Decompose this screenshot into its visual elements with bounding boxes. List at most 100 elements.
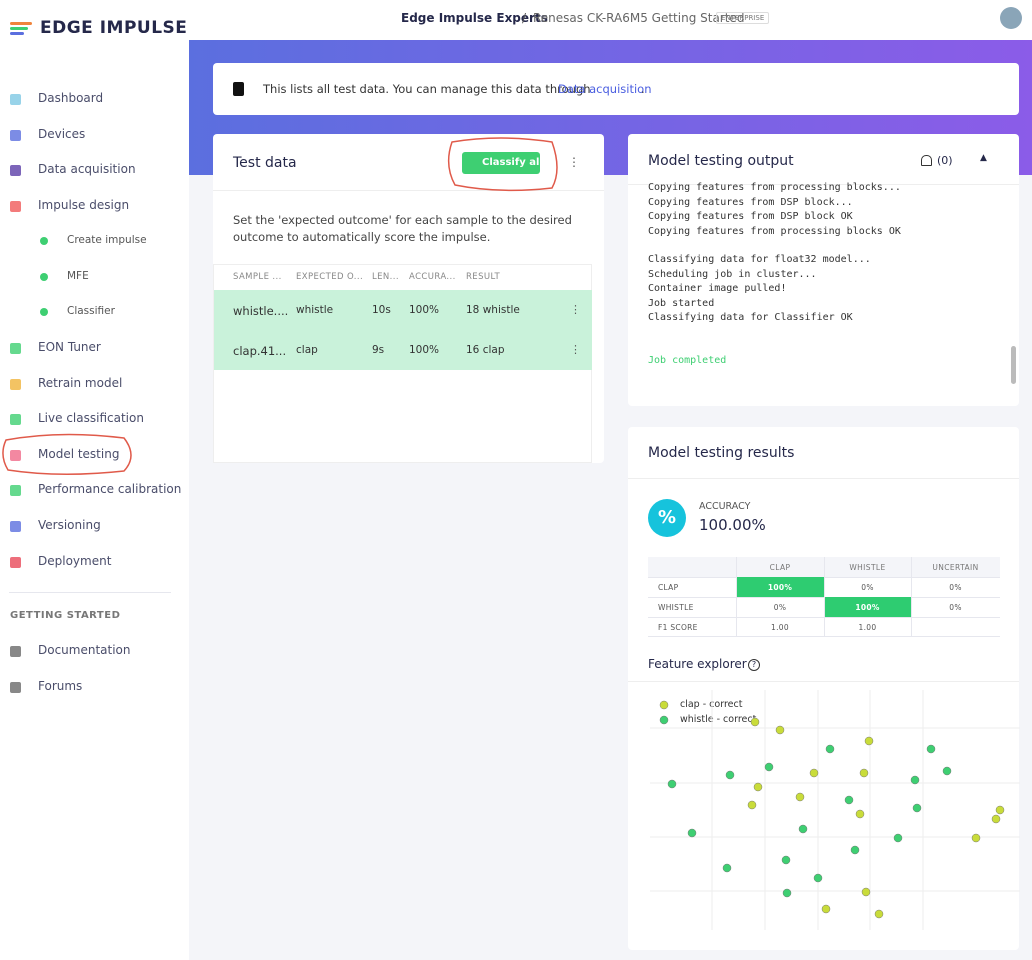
logo-bar	[10, 27, 28, 30]
sub-dot	[40, 237, 48, 245]
table-row[interactable]	[214, 330, 592, 370]
divider	[213, 190, 604, 191]
card-title: Model testing results	[648, 445, 795, 461]
notice-card	[213, 63, 1019, 115]
card-title: Model testing output	[648, 153, 794, 169]
accuracy-icon: %	[648, 499, 686, 537]
section-title: GETTING STARTED	[10, 610, 121, 621]
matrix-column: WHISTLE	[849, 563, 886, 572]
bell-icon[interactable]	[921, 155, 932, 166]
cell: 18 whistle	[466, 304, 520, 316]
classify-button[interactable]: Classify all	[462, 152, 543, 174]
breadcrumb-owner[interactable]: Edge Impulse Experts	[401, 11, 548, 25]
column-header: LEN...	[372, 272, 399, 282]
matrix-col-line	[911, 557, 912, 636]
matrix-cell: 0%	[773, 603, 787, 612]
log-line mono: Copying features from processing blocks …	[648, 225, 901, 237]
link[interactable]: Documentation	[38, 643, 131, 657]
avatar[interactable]	[1000, 7, 1022, 29]
log-line mono: Copying features from DSP block OK	[648, 211, 853, 222]
matrix-col-line	[736, 557, 737, 636]
nav-icon	[10, 414, 21, 425]
nav-item[interactable]: Classifier	[67, 305, 115, 317]
divider	[9, 592, 171, 593]
link[interactable]: Forums	[38, 679, 83, 693]
nav-item[interactable]: Model testing	[38, 447, 120, 461]
notice-link[interactable]: Data acquisition	[558, 82, 652, 96]
divider	[628, 478, 1019, 479]
matrix-highlight	[824, 597, 911, 617]
card	[628, 134, 1019, 406]
accuracy-value: 100.00%	[699, 516, 766, 534]
matrix-highlight	[736, 577, 824, 597]
top-bar	[189, 0, 1032, 40]
log-line: Container image pulled!	[648, 283, 787, 294]
link-icon	[10, 682, 21, 693]
menu-dots[interactable]: ⋮	[568, 155, 580, 169]
nav-icon	[10, 450, 21, 461]
description: Set the 'expected outcome' for each samp…	[233, 213, 572, 244]
cell: 9s	[372, 344, 385, 356]
nav-item[interactable]: Performance calibration	[38, 482, 182, 496]
cell: whistle....	[233, 304, 289, 318]
matrix-cell: 1.00	[771, 623, 789, 632]
nav-icon	[10, 130, 21, 141]
row-menu[interactable]: ⋮	[570, 303, 581, 316]
log-line: Classifying data for float32 model...	[648, 254, 871, 265]
log-line: Scheduling job in cluster...	[648, 268, 817, 280]
nav-icon	[10, 379, 21, 390]
nav-icon	[10, 343, 21, 354]
matrix-cell: 0%	[861, 583, 874, 592]
nav-item[interactable]: Impulse design	[38, 198, 130, 212]
cell: clap	[296, 344, 318, 356]
nav-item[interactable]: Retrain model	[38, 376, 123, 390]
nav-item[interactable]: Versioning	[38, 518, 101, 532]
nav-icon	[10, 165, 21, 176]
table-row[interactable]	[214, 290, 592, 330]
matrix-cell: 0%	[949, 583, 962, 592]
column-header: RESULT	[466, 272, 501, 282]
notice-text: This lists all test data. You can manage…	[263, 82, 591, 96]
matrix-bottom	[648, 636, 1000, 637]
cell: 10s	[372, 304, 391, 316]
matrix-row-label: F1 SCORE	[658, 623, 698, 632]
help-icon[interactable]: ?	[748, 659, 760, 671]
nav-item[interactable]: MFE	[67, 270, 89, 282]
collapse[interactable]: ▲	[980, 153, 987, 163]
log-status: Job completed	[648, 355, 727, 366]
nav-item[interactable]: Live classification	[38, 411, 144, 425]
nav-icon	[10, 94, 21, 105]
cell: whistle	[296, 304, 334, 316]
nav-item[interactable]: Create impulse	[67, 234, 147, 246]
cell: 100%	[409, 304, 440, 316]
row-menu[interactable]: ⋮	[570, 343, 581, 356]
nav-item[interactable]: Devices	[38, 127, 86, 141]
matrix-col-line	[824, 557, 825, 636]
sub-dot	[40, 273, 48, 281]
nav-icon	[10, 557, 21, 568]
feature-explorer-title: Feature explorer	[648, 657, 747, 671]
logo-bar	[10, 22, 32, 25]
logo: EDGE IMPULSE	[40, 18, 188, 38]
nav-icon	[10, 201, 21, 212]
badge: ENTERPRISE	[716, 12, 770, 24]
cell: 16 clap	[466, 344, 505, 356]
nav-item[interactable]: Data acquisition	[38, 162, 136, 176]
nav-item[interactable]: Dashboard	[38, 91, 104, 105]
clipboard-icon	[233, 82, 244, 96]
log-line mono: Copying features from processing blocks.…	[648, 182, 901, 193]
matrix-column: CLAP	[769, 563, 791, 572]
nav-item[interactable]: EON Tuner	[38, 340, 101, 354]
column-header: SAMPLE ...	[233, 272, 282, 282]
nav-icon	[10, 521, 21, 532]
matrix-cell: 100%	[767, 583, 793, 592]
cell: clap.41...	[233, 344, 287, 358]
column-header: ACCURA...	[409, 272, 456, 282]
sub-dot	[40, 308, 48, 316]
column-header: EXPECTED O...	[296, 272, 364, 282]
breadcrumb-sep: /	[522, 11, 527, 25]
logo-bar	[10, 32, 24, 35]
nav-item[interactable]: Deployment	[38, 554, 112, 568]
matrix-cell: 100%	[855, 603, 880, 612]
